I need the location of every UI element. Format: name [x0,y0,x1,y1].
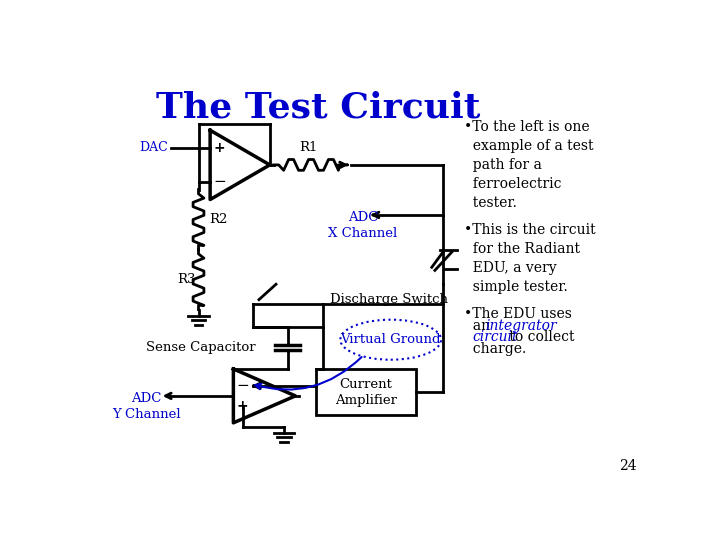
Text: circuit: circuit [472,330,518,345]
Text: Discharge Switch: Discharge Switch [330,293,449,306]
Text: •The EDU uses: •The EDU uses [464,307,572,321]
Text: ADC
X Channel: ADC X Channel [328,211,397,240]
Text: The Test Circuit: The Test Circuit [156,90,481,124]
Text: 24: 24 [619,459,637,473]
Text: •This is the circuit
  for the Radiant
  EDU, a very
  simple tester.: •This is the circuit for the Radiant EDU… [464,222,596,294]
Text: R1: R1 [300,141,318,154]
Text: •To the left is one
  example of a test
  path for a
  ferroelectric
  tester.: •To the left is one example of a test pa… [464,120,594,210]
Text: R3: R3 [177,273,195,286]
Text: an: an [464,319,495,333]
Text: to collect: to collect [505,330,574,345]
Text: −: − [236,379,249,393]
Text: −: − [213,174,226,190]
Text: Current
Amplifier: Current Amplifier [335,377,397,407]
Text: +: + [237,399,248,413]
Text: integrator: integrator [485,319,557,333]
Bar [316,369,415,415]
Text: Virtual Ground: Virtual Ground [341,333,441,346]
Text: DAC: DAC [140,141,168,154]
Text: R2: R2 [210,213,228,226]
Text: Sense Capacitor: Sense Capacitor [145,341,256,354]
Text: charge.: charge. [464,342,526,356]
Text: ADC
Y Channel: ADC Y Channel [112,392,181,421]
Text: +: + [214,141,225,155]
